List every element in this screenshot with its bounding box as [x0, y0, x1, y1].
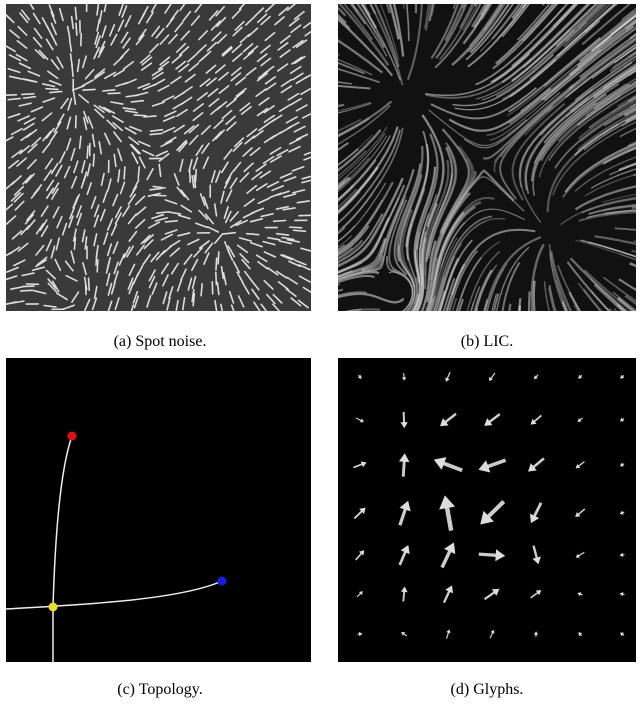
- spot: [216, 272, 217, 284]
- source-node: [218, 577, 227, 586]
- figure: (a) Spot noise. (b) LIC. (c) Topology. (…: [0, 0, 640, 704]
- streak: [326, 263, 340, 270]
- streak: [326, 284, 340, 289]
- spot: [50, 91, 62, 92]
- streak: [519, 298, 521, 326]
- page: (a) Spot noise. (b) LIC. (c) Topology. (…: [0, 0, 640, 704]
- streak: [612, 0, 628, 4]
- spot: [274, 220, 286, 221]
- spot: [22, 286, 34, 287]
- caption: (b) LIC.: [461, 333, 513, 350]
- spot: [22, 94, 34, 95]
- spot: [74, 237, 75, 249]
- caption: (d) Glyphs.: [451, 681, 524, 698]
- saddle-node: [49, 603, 58, 612]
- spot: [294, 230, 306, 231]
- spot: [21, 290, 33, 291]
- spot: [247, 234, 259, 235]
- spot: [76, 23, 77, 35]
- spot: [290, 227, 302, 228]
- spot: [134, 115, 146, 116]
- caption: (a) Spot noise.: [114, 333, 207, 350]
- streak: [529, 291, 530, 325]
- spot: [196, 170, 197, 182]
- glyphs-panel: [338, 358, 636, 662]
- spot: [46, 89, 58, 90]
- topology-panel: [6, 358, 311, 662]
- spot: [89, 278, 90, 290]
- caption: (c) Topology.: [117, 681, 203, 698]
- spot: [165, 221, 177, 222]
- spot: [76, 116, 77, 128]
- spot: [87, 146, 88, 158]
- streak: [324, 47, 340, 55]
- streak: [519, 305, 520, 323]
- spot: [201, 284, 202, 296]
- spot: [93, 154, 94, 166]
- spot: [83, 89, 95, 90]
- source-node: [68, 432, 77, 441]
- spot: [96, 253, 97, 265]
- spot: [218, 252, 219, 264]
- spot: [124, 167, 125, 179]
- spot: [108, 93, 120, 94]
- spot: [138, 167, 139, 179]
- spot: [216, 258, 217, 270]
- spot: [97, 260, 98, 272]
- spot: [144, 116, 156, 117]
- streak: [614, 309, 632, 326]
- spot: [72, 65, 73, 77]
